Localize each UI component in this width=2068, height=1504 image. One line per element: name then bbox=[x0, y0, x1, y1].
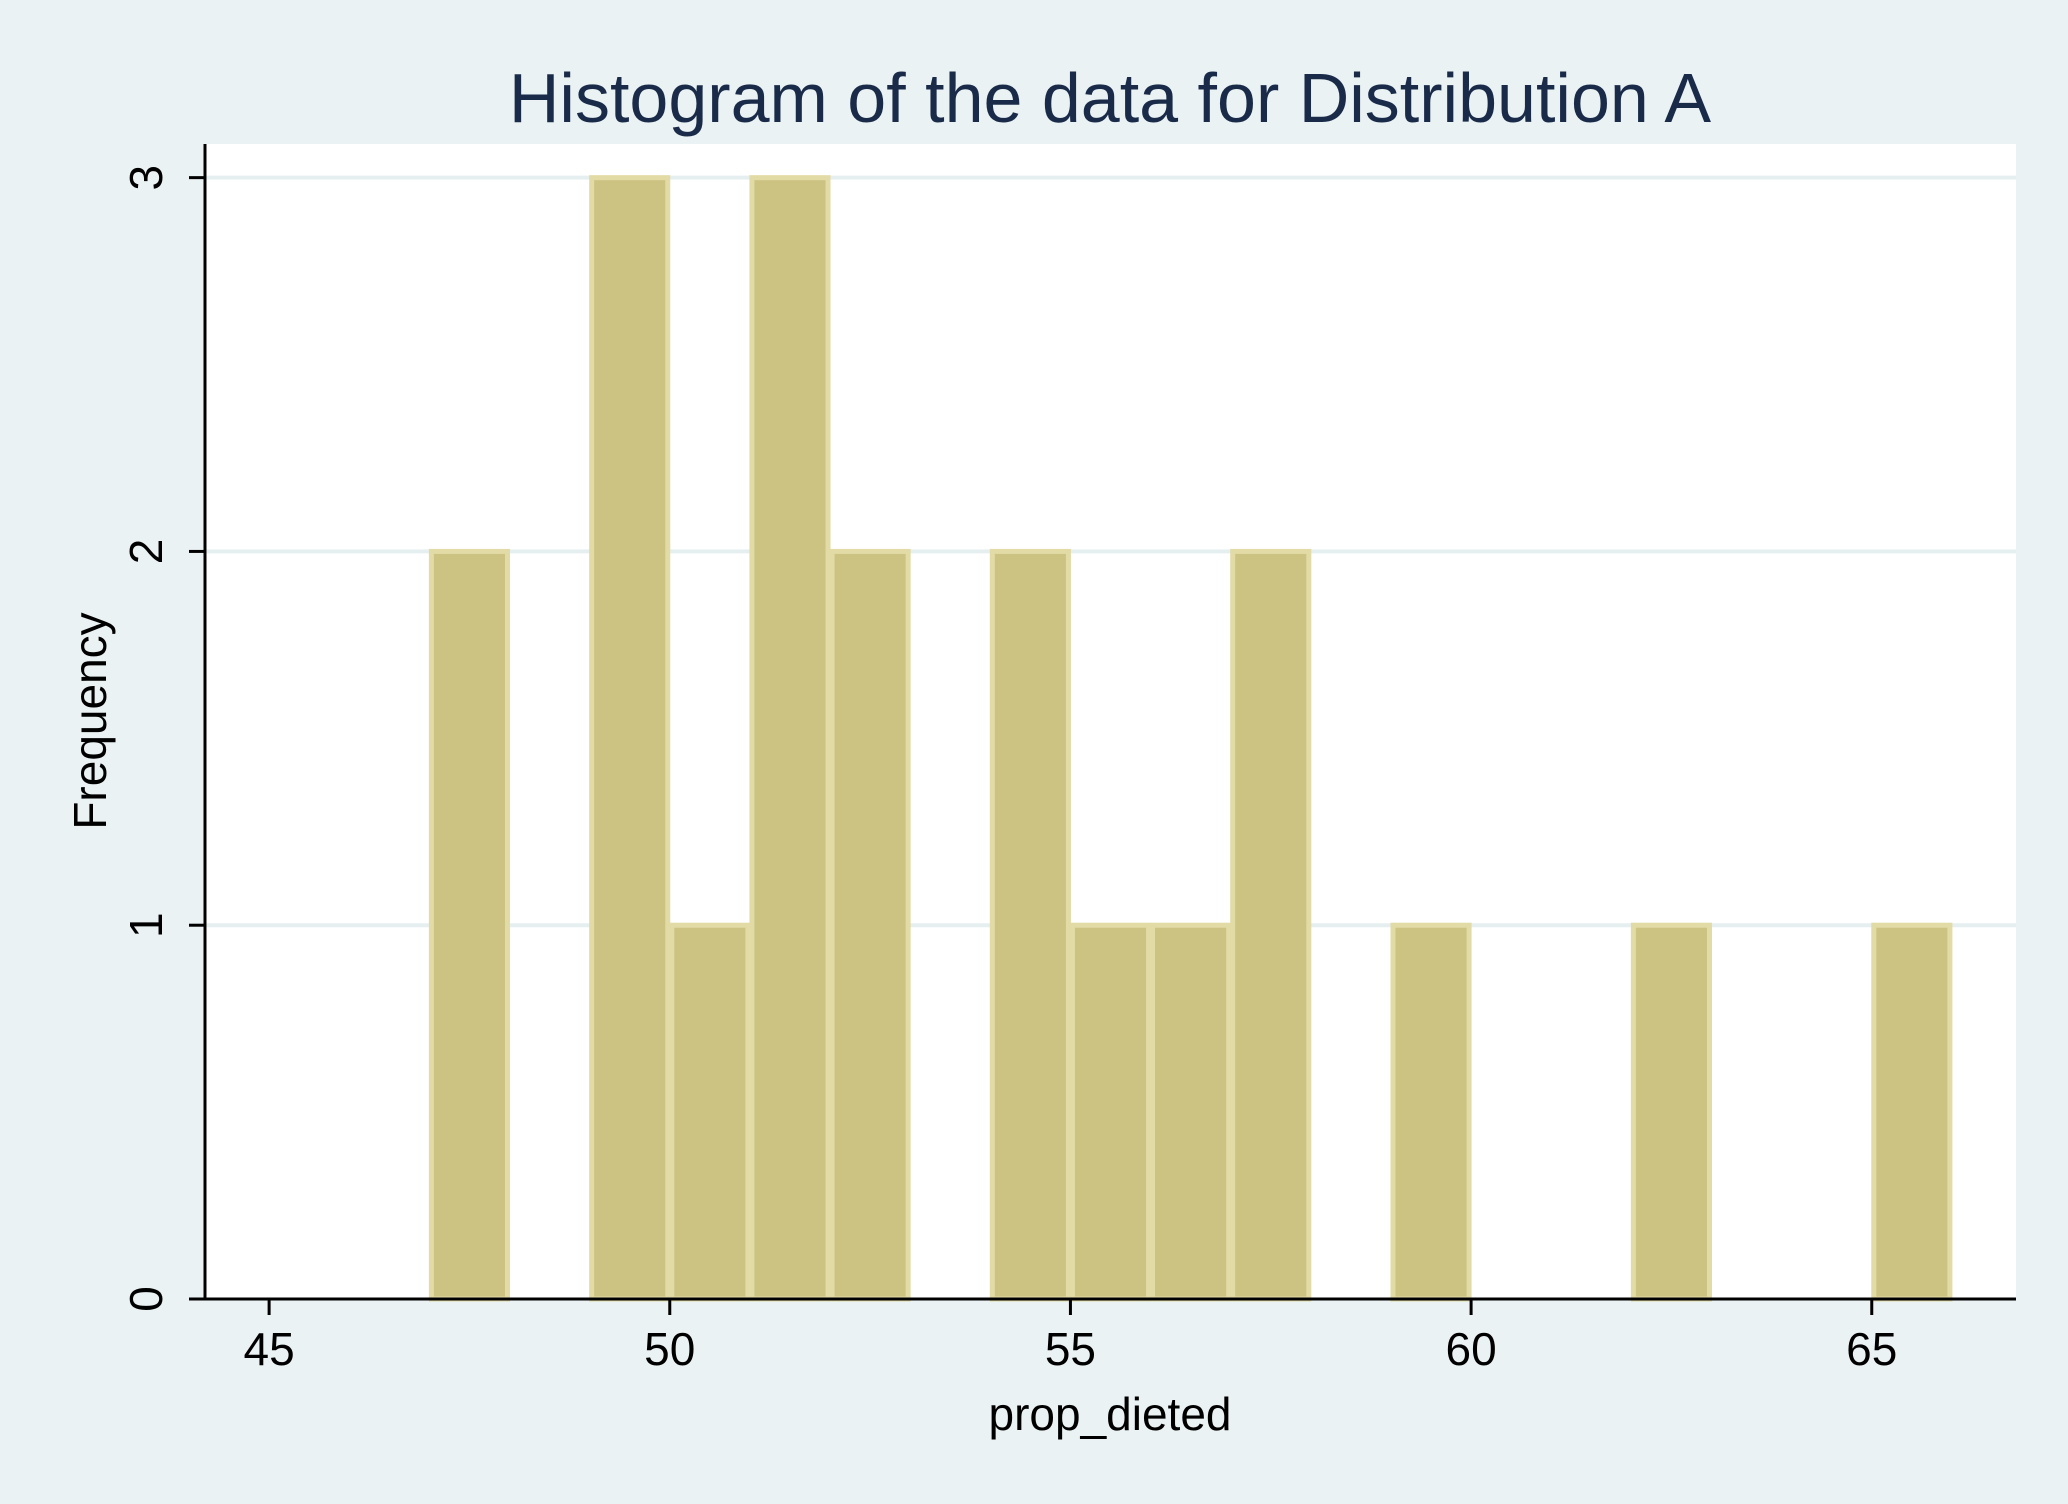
histogram-bar bbox=[1871, 922, 1953, 1302]
histogram-bar bbox=[1069, 922, 1152, 1302]
histogram-bar bbox=[1150, 922, 1232, 1302]
y-tick-label: 0 bbox=[120, 1286, 172, 1312]
histogram-bar bbox=[829, 548, 911, 1302]
y-tick-label: 1 bbox=[120, 912, 172, 938]
histogram-bar bbox=[589, 175, 671, 1302]
x-tick-label: 50 bbox=[644, 1323, 695, 1375]
histogram-bar bbox=[989, 548, 1071, 1302]
y-tick-label: 3 bbox=[120, 165, 172, 191]
histogram-bar bbox=[749, 175, 831, 1302]
x-tick-label: 60 bbox=[1446, 1323, 1497, 1375]
x-tick-label: 45 bbox=[244, 1323, 295, 1375]
y-tick-label: 2 bbox=[120, 539, 172, 565]
chart-title: Histogram of the data for Distribution A bbox=[509, 59, 1712, 137]
histogram-bar bbox=[669, 922, 751, 1302]
histogram-bar bbox=[1230, 548, 1312, 1302]
x-tick-label: 55 bbox=[1045, 1323, 1096, 1375]
histogram-bar bbox=[428, 548, 511, 1302]
y-axis-ticks: 0 1 2 3 bbox=[120, 165, 205, 1312]
x-tick-label: 65 bbox=[1846, 1323, 1897, 1375]
y-axis-label: Frequency bbox=[64, 612, 116, 829]
histogram-bar bbox=[1390, 922, 1472, 1302]
histogram-bar bbox=[1630, 922, 1712, 1302]
x-axis-label: prop_dieted bbox=[989, 1388, 1232, 1440]
x-axis-ticks: 45 50 55 60 65 bbox=[244, 1299, 1897, 1375]
histogram-bars bbox=[428, 175, 1953, 1302]
